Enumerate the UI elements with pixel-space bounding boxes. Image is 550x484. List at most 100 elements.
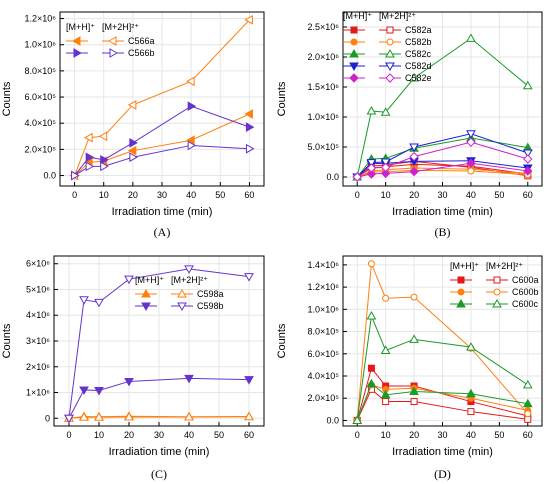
data-point (184, 265, 194, 274)
data-point (380, 168, 391, 179)
series-c600c-m2h (352, 310, 533, 424)
x-tick-label: 60 (244, 430, 254, 440)
data-point (522, 80, 533, 90)
x-tick-label: 0 (66, 430, 71, 440)
data-point (71, 170, 80, 181)
series-c566b-m2h (71, 140, 255, 181)
y-tick-label: 4.0×10⁵ (24, 118, 56, 128)
data-point (380, 107, 391, 116)
data-point (352, 172, 362, 182)
data-point (124, 377, 134, 387)
data-point (352, 415, 363, 424)
x-tick-label: 0 (355, 190, 360, 200)
data-point (244, 14, 253, 25)
legend-label: C582d (405, 61, 432, 71)
legend-marker-open (492, 298, 502, 308)
series-c582e-m2h (352, 137, 533, 182)
y-axis-label: Counts (1, 323, 13, 358)
chart-panel-d: 0 10 20 30 40 50 60 0.0 2.0×10⁵ 4.0×10⁵ 6.0×10⁵ 8.0… (276, 255, 543, 481)
y-tick-label: 3×10⁶ (26, 336, 50, 346)
data-point (245, 143, 255, 154)
x-tick-label: 30 (157, 190, 167, 200)
y-tick-label: 0.0 (43, 171, 56, 181)
data-point (409, 386, 419, 396)
data-point (522, 379, 533, 389)
legend-marker-filled (349, 62, 359, 72)
legend-marker-filled (457, 288, 465, 296)
x-tick-label: 30 (154, 430, 164, 440)
legend-marker-filled (350, 26, 358, 34)
data-point (410, 398, 418, 406)
data-point (245, 122, 255, 132)
legend-header-m2h: [M+2H]²⁺ (171, 275, 208, 285)
y-tick-label: 5×10⁶ (26, 284, 50, 294)
legend-label: C566b (128, 48, 155, 58)
data-point (187, 101, 197, 112)
legend-label: C566a (128, 36, 155, 46)
legend-label: C582e (405, 73, 432, 83)
legend-header-mh: [M+H]⁺ (343, 11, 372, 21)
data-point (466, 158, 476, 168)
legend-header-m2h: [M+2H]²⁺ (379, 11, 416, 21)
legend-marker-open (385, 73, 395, 83)
data-point (366, 159, 377, 168)
legend-marker-open (385, 62, 395, 72)
legend-marker-open (177, 288, 187, 298)
x-tick-label: 10 (94, 430, 104, 440)
data-point (94, 412, 104, 421)
series-line (74, 19, 250, 176)
series-line (356, 388, 528, 421)
legend-marker-filled (456, 298, 466, 308)
legend-header-m2h: [M+2H]²⁺ (102, 22, 139, 32)
panel-label: (A) (154, 225, 171, 239)
data-point (382, 294, 390, 302)
legend-marker-filled (71, 36, 81, 46)
data-point (186, 76, 195, 87)
data-point (409, 151, 419, 162)
data-point (100, 161, 109, 172)
data-point (98, 131, 108, 142)
legend-marker-open (493, 276, 501, 284)
x-tick-label: 60 (523, 190, 533, 200)
legend-marker-filled (73, 48, 83, 58)
x-tick-label: 40 (466, 430, 476, 440)
data-point (380, 158, 391, 168)
x-tick-label: 20 (409, 190, 419, 200)
gridlines (343, 256, 542, 426)
data-point (187, 140, 197, 151)
series-line (356, 37, 529, 178)
y-tick-label: 1.0×10⁶ (25, 40, 57, 50)
data-point (367, 364, 375, 372)
legend-label: C600a (512, 275, 539, 285)
legend: [M+H]⁺ [M+2H]²⁺ C600a C600b C600c (450, 261, 539, 309)
legend-label: C582a (405, 25, 432, 35)
y-tick-label: 1.5×10⁶ (308, 82, 340, 92)
y-tick-label: 2.0×10⁵ (24, 144, 56, 154)
x-tick-label: 50 (214, 430, 224, 440)
data-point (523, 154, 533, 164)
legend: [M+H]⁺ [M+2H]²⁺ C598a C598b (135, 275, 224, 312)
data-point (244, 273, 254, 282)
series-line (356, 367, 528, 421)
legend-label: C598b (197, 301, 224, 311)
y-tick-label: 1.2×10⁶ (25, 14, 57, 24)
legend-marker-open (386, 38, 394, 46)
data-point (366, 105, 377, 115)
x-tick-label: 50 (494, 190, 504, 200)
x-tick-label: 30 (437, 430, 447, 440)
data-point (380, 389, 391, 399)
data-point (409, 334, 419, 343)
data-point (124, 275, 134, 285)
y-axis-label: Counts (276, 81, 288, 116)
legend-marker-filled (349, 48, 359, 58)
gridlines (60, 12, 264, 186)
data-point (64, 414, 74, 424)
legend-marker-filled (141, 302, 151, 312)
x-axis-label: Irradiation time (min) (392, 446, 493, 458)
data-point (244, 376, 254, 385)
gridlines (343, 12, 542, 186)
data-point (84, 132, 93, 143)
legend-marker-open (107, 36, 117, 46)
x-tick-label: 20 (128, 190, 138, 200)
